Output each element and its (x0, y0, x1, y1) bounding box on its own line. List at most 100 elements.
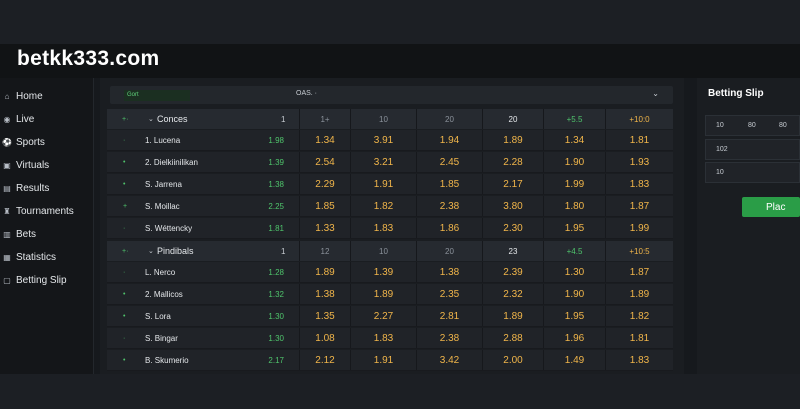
odds-cell[interactable]: 1.33 (299, 218, 350, 238)
odds-cell[interactable]: 2.38 (416, 328, 482, 348)
odds-cell[interactable]: 2.39 (482, 262, 543, 282)
odds-cell[interactable]: 1.85 (416, 174, 482, 194)
competitor-value: 2.17 (268, 355, 284, 365)
odds-cell[interactable]: 1.93 (605, 152, 673, 172)
competitor-value: 1.32 (268, 289, 284, 299)
second-stake-input[interactable]: 10 (705, 162, 800, 183)
odds-cell[interactable]: 1.34 (543, 130, 605, 150)
sidebar-item-bets[interactable]: ▥ Bets (0, 224, 94, 244)
odds-cell[interactable]: 1.89 (299, 262, 350, 282)
sports-icon: ⚽ (2, 137, 12, 147)
odds-cell[interactable]: 1.99 (543, 174, 605, 194)
place-bet-button[interactable]: Plac (742, 197, 800, 217)
table-row: · S. Wéttencky 1.81 1.33 1.83 1.86 2.30 1.95 1.9… (107, 218, 673, 239)
sidebar-item-label: Home (16, 90, 43, 102)
chevron-down-icon[interactable]: ⌄ (652, 89, 659, 98)
quick-stake-3[interactable]: 80 (779, 122, 787, 129)
odds-cell[interactable]: 1.81 (605, 328, 673, 348)
odds-cell[interactable]: 2.45 (416, 152, 482, 172)
odds-cell[interactable]: 1.91 (350, 174, 416, 194)
collapse-chevron-icon[interactable]: ⌄ (148, 116, 154, 123)
odds-cell[interactable]: 1.30 (543, 262, 605, 282)
odds-cell[interactable]: 1.95 (543, 306, 605, 326)
odds-cell[interactable]: 1.99 (605, 218, 673, 238)
odds-cell[interactable]: 3.91 (350, 130, 416, 150)
odds-cell[interactable]: 1.81 (605, 130, 673, 150)
bets-icon: ▥ (3, 229, 11, 239)
odds-cell[interactable]: 1.83 (605, 174, 673, 194)
odds-cell[interactable]: 1.91 (350, 350, 416, 370)
competitor-name: S. Jarrena (145, 179, 182, 189)
odds-cell[interactable]: 1.87 (605, 196, 673, 216)
odds-cell[interactable]: 2.28 (482, 152, 543, 172)
collapse-chevron-icon[interactable]: ⌄ (148, 248, 154, 255)
sidebar-item-sports[interactable]: ⚽ Sports (0, 132, 94, 152)
odds-cell[interactable]: 1.49 (543, 350, 605, 370)
odds-cell[interactable]: 2.17 (482, 174, 543, 194)
section-header[interactable]: +· ⌄ Pindibals 1 12 10 20 23 +4.5 +10:5 (107, 241, 673, 261)
table-row: • S. Jarrena 1.38 2.29 1.91 1.85 2.17 1.99 1.83 (107, 174, 673, 195)
row-marker: · (123, 268, 126, 276)
sport-filter-chip[interactable]: Gort (124, 90, 190, 101)
competitor-value: 1.81 (268, 223, 284, 233)
odds-cell[interactable]: 1.38 (416, 262, 482, 282)
sidebar-item-live[interactable]: ◉ Live (0, 109, 94, 129)
odds-cell[interactable]: 2.32 (482, 284, 543, 304)
odds-cell[interactable]: 1.82 (605, 306, 673, 326)
odds-cell[interactable]: 3.42 (416, 350, 482, 370)
odds-cell[interactable]: 2.88 (482, 328, 543, 348)
odds-cell[interactable]: 1.94 (416, 130, 482, 150)
odds-cell[interactable]: 1.89 (482, 306, 543, 326)
odds-cell[interactable]: 2.29 (299, 174, 350, 194)
quick-stake-2[interactable]: 80 (748, 122, 756, 129)
odds-cell[interactable]: 2.12 (299, 350, 350, 370)
odds-cell[interactable]: 2.35 (416, 284, 482, 304)
odds-cell[interactable]: 2.27 (350, 306, 416, 326)
section-header[interactable]: +· ⌄ Conces 1 1+ 10 20 20 +5.5 +10:0 (107, 109, 673, 129)
sidebar-item-tournaments[interactable]: ♜ Tournaments (0, 201, 94, 221)
sidebar-nav: ⌂ Home ◉ Live ⚽ Sports ▣ Virtuals ▤ Results ♜ Tourn… (0, 78, 94, 374)
site-logo[interactable]: betkk333.com (17, 47, 160, 70)
expand-icon[interactable]: +· (122, 247, 129, 255)
odds-cell[interactable]: 1.89 (350, 284, 416, 304)
odds-cell[interactable]: 1.83 (605, 350, 673, 370)
odds-cell[interactable]: 2.00 (482, 350, 543, 370)
odds-cell[interactable]: 3.80 (482, 196, 543, 216)
odds-cell[interactable]: 1.34 (299, 130, 350, 150)
odds-cell[interactable]: 1.86 (416, 218, 482, 238)
filter-bar[interactable]: Gort OAS. · ⌄ (110, 86, 673, 104)
odds-cell[interactable]: 1.35 (299, 306, 350, 326)
sidebar-item-results[interactable]: ▤ Results (0, 178, 94, 198)
sidebar-item-home[interactable]: ⌂ Home (0, 86, 94, 106)
odds-cell[interactable]: 3.21 (350, 152, 416, 172)
stake-input[interactable]: 102 (705, 139, 800, 160)
odds-cell[interactable]: 2.54 (299, 152, 350, 172)
odds-cell[interactable]: 1.89 (482, 130, 543, 150)
odds-cell[interactable]: 1.82 (350, 196, 416, 216)
market-filter[interactable]: OAS. · (296, 90, 318, 97)
odds-cell[interactable]: 2.38 (416, 196, 482, 216)
odds-cell[interactable]: 1.38 (299, 284, 350, 304)
competitor-value: 1.98 (268, 135, 284, 145)
odds-cell[interactable]: 1.83 (350, 218, 416, 238)
odds-cell[interactable]: 1.89 (605, 284, 673, 304)
odds-cell[interactable]: 1.85 (299, 196, 350, 216)
quick-stake-1[interactable]: 10 (716, 122, 724, 129)
odds-cell[interactable]: 1.90 (543, 284, 605, 304)
odds-cell[interactable]: 1.08 (299, 328, 350, 348)
odds-cell[interactable]: 2.81 (416, 306, 482, 326)
odds-cell[interactable]: 1.96 (543, 328, 605, 348)
odds-cell[interactable]: 1.87 (605, 262, 673, 282)
home-icon: ⌂ (4, 91, 10, 101)
odds-cell[interactable]: 1.39 (350, 262, 416, 282)
odds-cell[interactable]: 1.90 (543, 152, 605, 172)
odds-cell[interactable]: 2.30 (482, 218, 543, 238)
odds-cell[interactable]: 1.95 (543, 218, 605, 238)
table-row: • S. Lora 1.30 1.35 2.27 2.81 1.89 1.95 1.82 (107, 306, 673, 327)
sidebar-item-virtuals[interactable]: ▣ Virtuals (0, 155, 94, 175)
odds-cell[interactable]: 1.83 (350, 328, 416, 348)
odds-cell[interactable]: 1.80 (543, 196, 605, 216)
sidebar-item-statistics[interactable]: ▦ Statistics (0, 247, 94, 267)
sidebar-item-betting-slip[interactable]: ▢ Betting Slip (0, 270, 94, 290)
expand-icon[interactable]: +· (122, 115, 129, 123)
